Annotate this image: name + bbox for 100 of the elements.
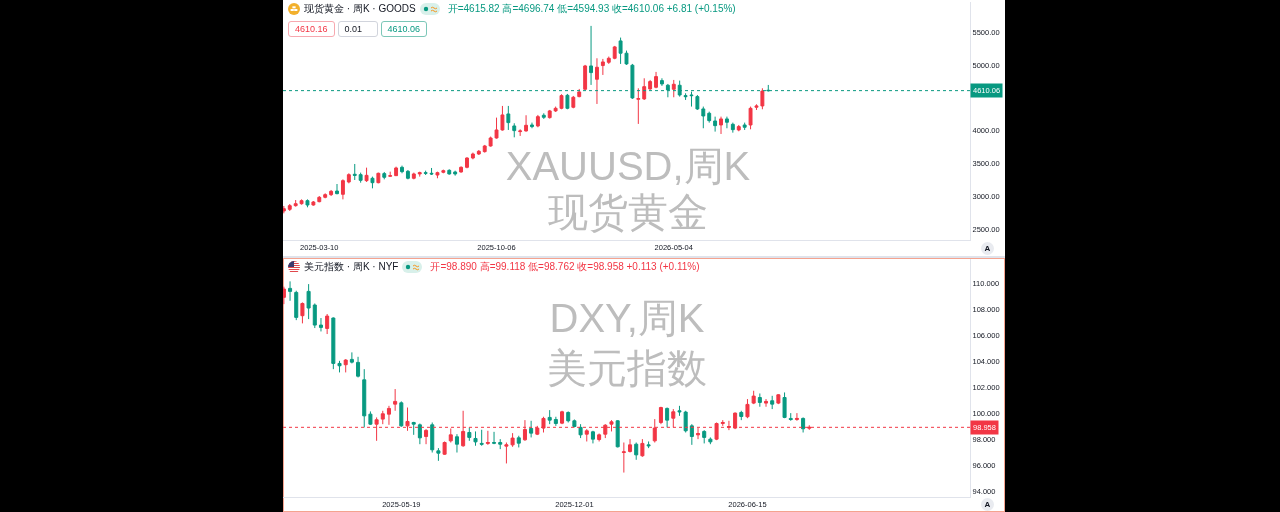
candlestick	[312, 302, 317, 329]
chart-subtitle: 开=4615.82 高=4696.74 低=4594.93 收=4610.06 +6.81 (+0.15%)	[447, 3, 736, 15]
candlestick	[764, 398, 769, 408]
candlestick	[782, 391, 787, 419]
value-field: 0.01	[337, 21, 378, 37]
candlestick	[318, 317, 323, 332]
candlestick	[701, 106, 706, 129]
candlestick	[325, 313, 330, 335]
candlestick	[553, 416, 558, 427]
candlestick	[518, 128, 523, 137]
candlestick	[482, 144, 487, 154]
candlestick	[757, 392, 762, 408]
annotation: 现货黄金	[548, 190, 708, 234]
candlestick	[388, 171, 393, 178]
chart-subtitle: 开=98.890 高=99.118 低=98.762 收=98.958 +0.113 (+0.11%)	[430, 261, 700, 273]
candlestick	[382, 171, 387, 180]
candlestick	[492, 431, 497, 445]
candlestick	[590, 430, 595, 444]
candlestick	[430, 421, 435, 454]
candlestick	[317, 195, 322, 203]
candlestick	[305, 198, 310, 208]
candlestick	[323, 192, 328, 199]
annotation: XAUUSD,周K	[505, 144, 751, 188]
candlestick	[751, 390, 756, 405]
candlestick	[578, 423, 583, 439]
candlestick	[547, 109, 552, 120]
candlestick	[689, 423, 694, 446]
candlestick	[713, 116, 718, 133]
candlestick	[417, 171, 422, 178]
candlestick	[600, 58, 605, 76]
candlestick	[340, 178, 345, 200]
candlestick	[621, 442, 626, 474]
candlestick	[724, 116, 729, 129]
candlestick	[329, 189, 334, 197]
candlestick	[541, 112, 546, 120]
candlestick	[646, 440, 651, 449]
candlestick	[311, 200, 316, 207]
annotation: 美元指数	[547, 346, 707, 390]
candlestick	[547, 409, 552, 425]
candlestick	[566, 410, 571, 423]
candlestick	[654, 71, 658, 89]
candlestick	[442, 440, 447, 456]
candlestick	[352, 163, 357, 181]
candlestick	[394, 166, 399, 177]
annotation: DXY,周K	[549, 296, 705, 340]
chart-title: 美元指数 · 周K · NYF	[304, 261, 399, 273]
candlestick	[346, 172, 351, 184]
candlestick	[411, 172, 416, 180]
candlestick	[615, 419, 620, 448]
candlestick	[702, 429, 707, 444]
price-button: 4610.06	[380, 21, 428, 37]
candlestick	[595, 57, 599, 105]
candlestick	[571, 95, 576, 109]
candlestick	[473, 430, 478, 447]
candlestick	[770, 395, 775, 410]
candlestick	[636, 87, 641, 125]
candlestick	[742, 122, 747, 131]
candlestick	[424, 428, 429, 445]
candlestick	[448, 427, 453, 444]
candlestick	[516, 435, 521, 448]
price-button: 4610.16	[288, 21, 335, 37]
candlestick	[356, 356, 361, 378]
candlestick	[288, 280, 293, 302]
candlestick	[364, 167, 369, 183]
candlestick	[719, 116, 723, 135]
candlestick	[447, 168, 452, 176]
candlestick	[476, 149, 481, 156]
candlestick	[386, 405, 391, 426]
candlestick	[362, 368, 367, 428]
candlestick	[794, 412, 799, 422]
round-button: A	[981, 498, 994, 511]
candlestick	[370, 176, 375, 189]
candlestick	[454, 433, 459, 454]
candlestick	[648, 79, 653, 91]
candlestick	[560, 410, 565, 425]
candlestick	[393, 388, 398, 412]
candlestick	[665, 407, 670, 428]
candlestick	[634, 442, 639, 461]
candlestick	[589, 25, 593, 86]
candlestick	[453, 170, 458, 177]
candlestick	[335, 183, 339, 195]
candlestick	[380, 410, 385, 425]
candlestick	[287, 203, 292, 212]
candlestick	[467, 426, 472, 442]
candlestick	[565, 93, 570, 110]
candlestick	[306, 283, 311, 320]
candlestick	[459, 165, 464, 174]
candlestick	[524, 114, 529, 133]
candlestick	[479, 429, 484, 447]
candlestick	[283, 286, 286, 305]
candlestick	[730, 122, 735, 134]
candlestick	[399, 400, 404, 428]
round-button: A	[981, 242, 994, 255]
candlestick	[708, 436, 713, 445]
candlestick	[776, 393, 781, 405]
candlestick	[343, 358, 348, 373]
candlestick	[748, 106, 753, 130]
candlestick	[506, 105, 511, 131]
candlestick	[436, 447, 441, 462]
candlestick	[642, 77, 647, 101]
